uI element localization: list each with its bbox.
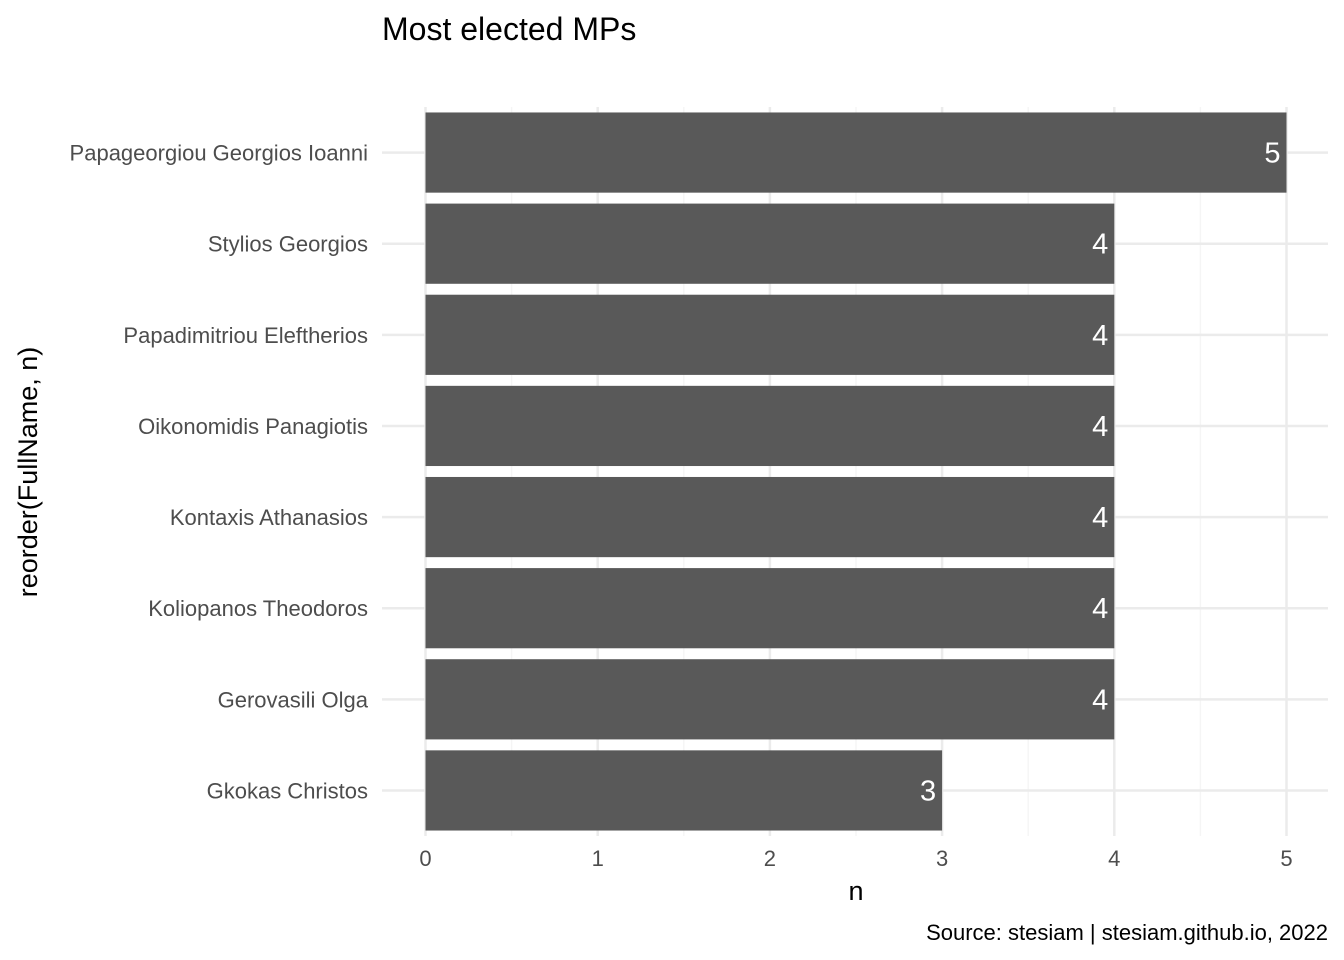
axis-layer: Gkokas Christos Gerovasili Olga Koliopanos… bbox=[70, 141, 1293, 871]
y-tick-label: Koliopanos Theodoros bbox=[148, 596, 368, 621]
y-tick-label: Stylios Georgios bbox=[208, 232, 368, 257]
bar bbox=[425, 203, 1115, 284]
bar-value-label: 4 bbox=[1092, 411, 1108, 443]
x-tick-label: 4 bbox=[1108, 846, 1120, 871]
bar bbox=[425, 294, 1115, 375]
x-tick-label: 2 bbox=[764, 846, 776, 871]
bar bbox=[425, 112, 1287, 193]
bar bbox=[425, 568, 1115, 649]
y-tick-label: Gerovasili Olga bbox=[218, 687, 369, 712]
bar-value-label: 4 bbox=[1092, 502, 1108, 534]
bar bbox=[425, 476, 1115, 558]
x-axis-title: n bbox=[848, 876, 863, 906]
y-tick-label: Papageorgiou Georgios Ioanni bbox=[70, 141, 368, 166]
bar-value-label: 5 bbox=[1264, 138, 1280, 170]
x-tick-label: 5 bbox=[1280, 846, 1292, 871]
bar-value-label: 4 bbox=[1092, 320, 1108, 352]
bar bbox=[425, 385, 1115, 467]
bar-value-label: 4 bbox=[1092, 593, 1108, 625]
chart-title: Most elected MPs bbox=[382, 11, 636, 47]
label-layer: 3 4 4 4 4 4 4 5 bbox=[920, 138, 1281, 808]
y-tick-label: Oikonomidis Panagiotis bbox=[138, 414, 368, 439]
chart-caption: Source: stesiam | stesiam.github.io, 202… bbox=[926, 920, 1328, 945]
bar bbox=[425, 659, 1115, 740]
x-tick-label: 0 bbox=[419, 846, 431, 871]
y-tick-label: Papadimitriou Eleftherios bbox=[123, 323, 368, 348]
bar bbox=[425, 750, 943, 831]
x-tick-label: 1 bbox=[592, 846, 604, 871]
y-tick-label: Gkokas Christos bbox=[207, 778, 368, 803]
bar-value-label: 3 bbox=[920, 775, 936, 807]
bar-layer bbox=[425, 112, 1287, 831]
x-tick-label: 3 bbox=[936, 846, 948, 871]
bar-value-label: 4 bbox=[1092, 684, 1108, 716]
y-tick-label: Kontaxis Athanasios bbox=[170, 505, 368, 530]
bar-value-label: 4 bbox=[1092, 229, 1108, 261]
y-axis-title: reorder(FullName, n) bbox=[13, 347, 43, 598]
